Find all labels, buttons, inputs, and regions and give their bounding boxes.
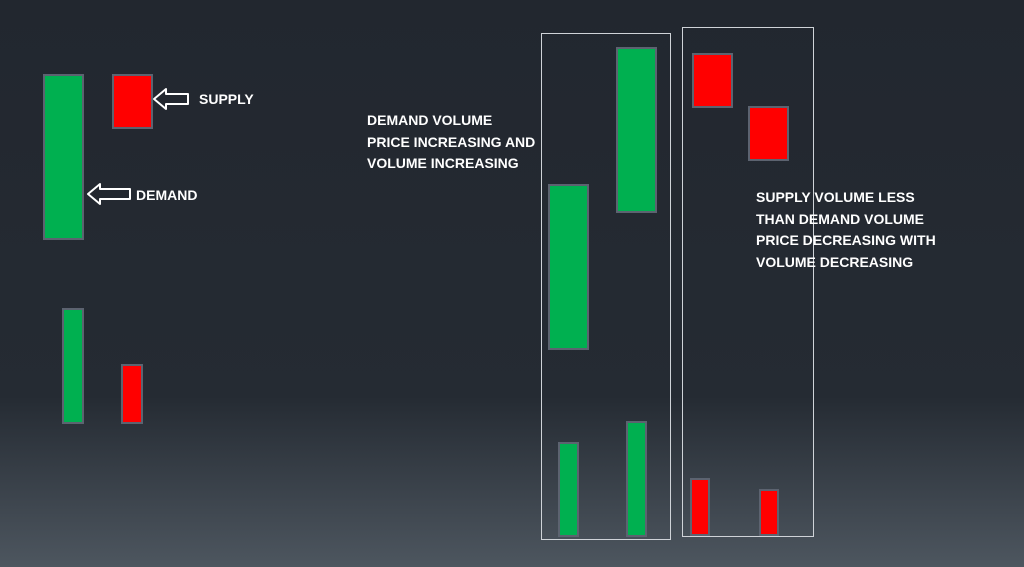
supply-legend-label: SUPPLY xyxy=(199,91,254,107)
caption-line: PRICE INCREASING AND xyxy=(367,133,536,150)
left-arrow-icon xyxy=(153,88,189,110)
caption-line: PRICE DECREASING WITH xyxy=(756,232,936,248)
demand-box-caption: DEMAND VOLUME PRICE INCREASING AND VOLUM… xyxy=(367,110,535,175)
demand-candle xyxy=(616,47,657,213)
demand-volume-bar-example xyxy=(62,308,84,424)
demand-volume-bar xyxy=(626,421,647,537)
caption-line: THAN DEMAND VOLUME xyxy=(756,210,924,227)
supply-volume-box xyxy=(682,27,814,537)
caption-line: VOLUME INCREASING xyxy=(367,155,519,171)
supply-box-caption: SUPPLY VOLUME LESS THAN DEMAND VOLUME PR… xyxy=(756,187,936,273)
demand-candle xyxy=(548,184,589,350)
demand-candle-example xyxy=(43,74,84,240)
supply-candle-example xyxy=(112,74,153,129)
caption-line: VOLUME DECREASING xyxy=(756,253,914,270)
caption-line: SUPPLY VOLUME LESS xyxy=(756,189,915,205)
supply-volume-bar-example xyxy=(121,364,143,424)
demand-volume-bar xyxy=(558,442,579,537)
supply-candle xyxy=(748,106,789,161)
supply-candle xyxy=(692,53,733,108)
demand-volume-box xyxy=(541,33,671,540)
caption-line: DEMAND VOLUME xyxy=(367,112,493,128)
left-arrow-icon xyxy=(87,183,131,205)
demand-legend-label: DEMAND xyxy=(136,187,198,203)
supply-volume-bar xyxy=(690,478,710,536)
supply-volume-bar xyxy=(759,489,779,536)
